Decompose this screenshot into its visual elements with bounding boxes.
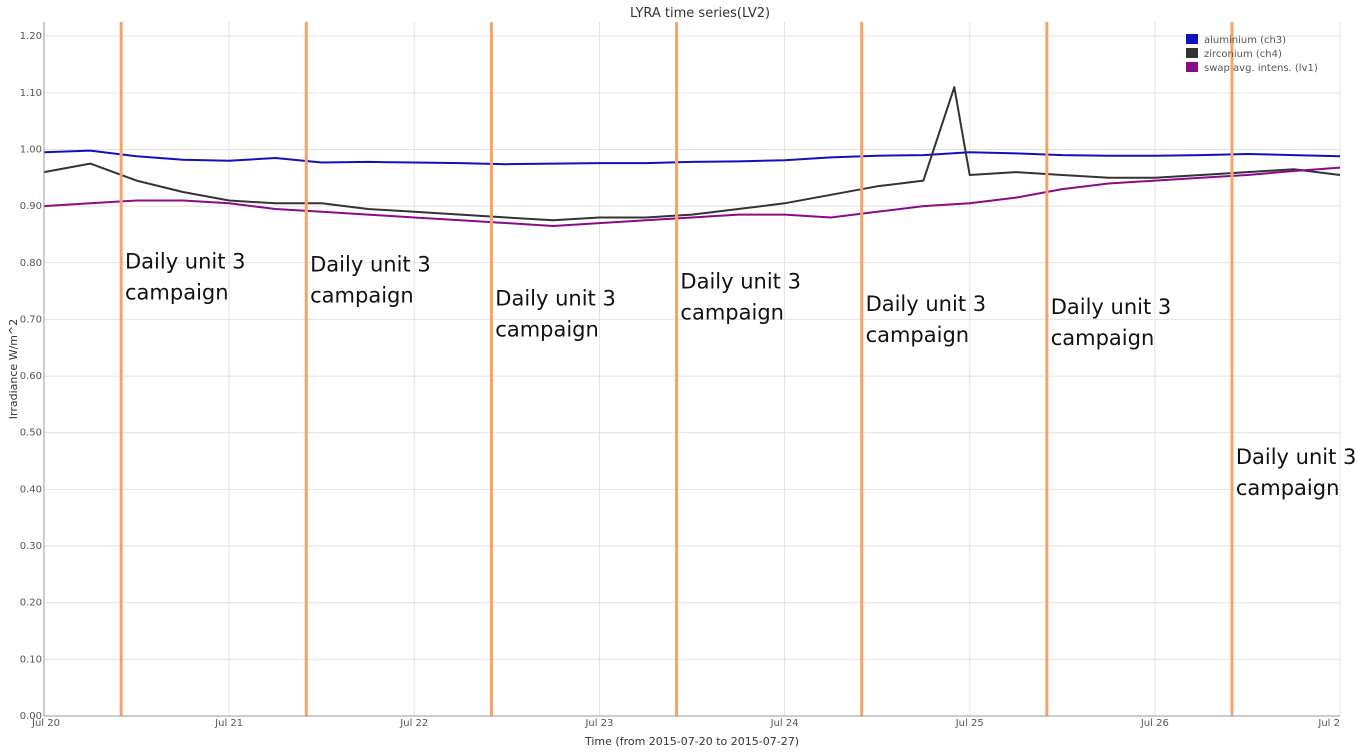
- x-tick-label: Jul 22: [399, 718, 428, 729]
- x-tick-label: Jul 2: [1317, 718, 1340, 729]
- series-line-swap: [43, 166, 1341, 227]
- y-tick-label: 0.20: [20, 598, 42, 609]
- x-tick-label: Jul 21: [214, 718, 243, 729]
- legend-label[interactable]: zirconium (ch4): [1204, 49, 1282, 60]
- x-axis-ticks: Jul 20 Jul 21 Jul 22 Jul 23 Jul 24 Jul 25 Jul …: [31, 718, 1340, 729]
- y-tick-label: 0.80: [20, 258, 42, 269]
- y-tick-label: 0.70: [20, 314, 42, 325]
- legend-label[interactable]: swap avg. intens. (lv1): [1204, 63, 1318, 74]
- campaign-annotation: Daily unit 3 campaign: [1236, 445, 1357, 500]
- legend-label[interactable]: aluminium (ch3): [1204, 35, 1286, 46]
- legend[interactable]: aluminium (ch3) zirconium (ch4) swap avg. …: [1186, 34, 1318, 74]
- y-tick-label: 0.10: [20, 654, 42, 665]
- y-tick-label: 0.30: [20, 541, 42, 552]
- y-tick-label: 1.10: [20, 88, 42, 99]
- x-tick-label: Jul 23: [584, 718, 613, 729]
- x-tick-label: Jul 24: [770, 718, 799, 729]
- grid-lines: [43, 22, 1341, 717]
- campaign-annotation: Daily unit 3 campaign: [310, 252, 431, 307]
- campaign-markers: [119, 22, 1234, 716]
- y-tick-label: 1.00: [20, 144, 42, 155]
- series-lines: [43, 86, 1341, 227]
- y-tick-label: 0.90: [20, 201, 42, 212]
- y-tick-label: 0.60: [20, 371, 42, 382]
- campaign-annotation: Daily unit 3 campaign: [866, 292, 987, 347]
- campaign-annotations: Daily unit 3 campaign Daily unit 3 campaign…: [125, 249, 1356, 499]
- series-line-zirconium: [43, 86, 1341, 222]
- campaign-annotation: Daily unit 3 campaign: [680, 269, 801, 324]
- y-tick-label: 1.20: [20, 31, 42, 42]
- y-tick-label: 0.00: [20, 711, 42, 722]
- series-line-aluminium: [43, 149, 1341, 166]
- campaign-annotation: Daily unit 3 campaign: [495, 286, 616, 341]
- x-axis-title: Time (from 2015-07-20 to 2015-07-27): [584, 735, 799, 748]
- legend-swatch[interactable]: [1186, 34, 1198, 44]
- x-tick-label: Jul 20: [31, 718, 60, 729]
- y-axis-ticks: 0.00 0.10 0.20 0.30 0.40 0.50 0.60 0.70 0.80 0.90…: [20, 31, 42, 722]
- y-axis-title: Irradiance W/m^2: [7, 319, 20, 419]
- legend-swatch[interactable]: [1186, 48, 1198, 58]
- x-tick-label: Jul 26: [1140, 718, 1169, 729]
- legend-swatch[interactable]: [1186, 62, 1198, 72]
- campaign-annotation: Daily unit 3 campaign: [1051, 295, 1172, 350]
- chart-title: LYRA time series(LV2): [630, 6, 770, 21]
- x-tick-label: Jul 25: [955, 718, 984, 729]
- y-tick-label: 0.50: [20, 428, 42, 439]
- y-tick-label: 0.40: [20, 484, 42, 495]
- campaign-annotation: Daily unit 3 campaign: [125, 249, 246, 304]
